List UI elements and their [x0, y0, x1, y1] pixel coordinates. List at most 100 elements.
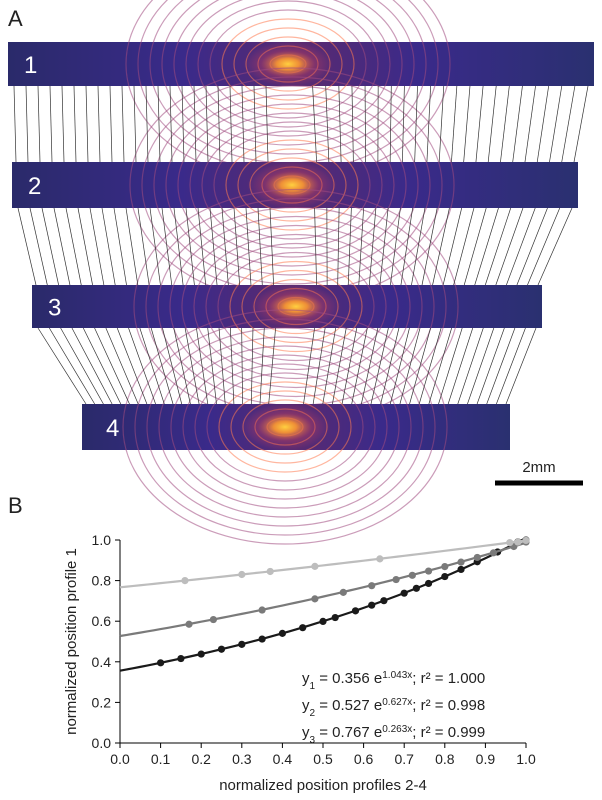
connector: [145, 85, 149, 163]
growth-ring: [161, 0, 415, 155]
equation-part: 0.767: [332, 724, 370, 741]
connector: [196, 327, 209, 405]
connector: [121, 85, 125, 163]
connector: [181, 85, 185, 163]
equation-part: y: [302, 670, 310, 687]
connector: [379, 207, 389, 286]
growth-ring: [217, 251, 375, 362]
connector: [53, 207, 71, 286]
data-point: [412, 584, 420, 592]
data-point: [400, 589, 408, 597]
connector: [173, 327, 191, 405]
growth-ring: [165, 94, 419, 276]
connector: [474, 207, 499, 286]
growth-ring: [197, 0, 379, 128]
connector: [338, 85, 342, 163]
connector: [447, 327, 474, 405]
x-tick-label: 0.2: [191, 751, 211, 767]
growth-ring: [193, 233, 399, 380]
connector: [173, 207, 184, 286]
data-point: [311, 562, 319, 570]
equation-part: x: [407, 724, 412, 735]
profile-number: 1: [24, 52, 37, 79]
connector: [428, 327, 452, 405]
data-point: [181, 577, 189, 585]
growth-ring: [225, 139, 359, 231]
connector: [253, 85, 257, 163]
connector: [380, 327, 400, 405]
connector: [161, 207, 173, 286]
connector: [457, 327, 484, 405]
data-point: [473, 553, 481, 562]
connector: [94, 327, 130, 405]
connector: [197, 207, 207, 286]
y-axis-title: normalized position profile 1: [63, 548, 80, 735]
equation-part: 1: [310, 681, 316, 692]
y-tick-label: 0.0: [92, 735, 112, 751]
connector: [193, 85, 197, 163]
connector: [368, 207, 377, 286]
connector: [414, 85, 418, 163]
connector: [475, 85, 484, 163]
scale-label: 2mm: [522, 459, 555, 476]
data-point: [392, 575, 400, 584]
connector: [229, 85, 233, 163]
data-point: [489, 549, 498, 557]
fit-curve: [119, 536, 527, 672]
connector: [389, 85, 392, 163]
profile-number: 4: [106, 415, 119, 442]
equation-part: 0.527: [332, 697, 370, 714]
equation-part: 0.263: [382, 724, 407, 735]
growth-ring: [182, 354, 388, 500]
connector: [500, 85, 510, 163]
data-point: [197, 650, 205, 658]
connector: [268, 327, 276, 405]
connector: [506, 207, 536, 286]
connector: [257, 207, 263, 286]
connector: [60, 327, 104, 405]
data-point: [331, 613, 339, 622]
connector: [332, 327, 347, 405]
connector: [516, 207, 548, 286]
connector: [358, 207, 364, 286]
connector: [245, 207, 252, 286]
growth-ring: [153, 85, 431, 285]
x-tick-label: 0.1: [151, 751, 171, 767]
connector: [61, 85, 65, 163]
equation-part: ; r² =: [412, 697, 447, 714]
equation-part: e: [370, 670, 383, 687]
equation-part: 1.000: [448, 670, 486, 687]
growth-ring: [181, 224, 411, 389]
data-point: [217, 645, 226, 653]
growth-ring: [173, 0, 403, 146]
x-tick-label: 0.3: [232, 751, 252, 767]
data-point: [238, 570, 246, 579]
data-point: [408, 571, 416, 579]
connector: [125, 207, 139, 286]
connector: [322, 327, 337, 405]
data-point: [376, 555, 384, 563]
connector: [364, 85, 366, 163]
connector: [487, 85, 497, 163]
data-point: [380, 597, 388, 605]
connector: [250, 327, 254, 405]
growth-ring: [233, 27, 343, 101]
growth-ring: [218, 381, 352, 473]
x-tick-label: 0.5: [313, 751, 333, 767]
growth-ring: [201, 121, 383, 249]
connector: [512, 85, 523, 163]
connector: [438, 327, 463, 405]
connector: [451, 85, 458, 163]
connector: [418, 327, 442, 405]
connector: [312, 327, 326, 405]
data-point: [311, 595, 319, 603]
growth-ring: [229, 260, 363, 353]
data-point: [457, 565, 465, 574]
connector: [269, 207, 274, 286]
connector: [97, 85, 101, 163]
y-tick-label: 0.4: [92, 654, 112, 670]
connector: [463, 85, 471, 163]
panel-label: B: [8, 493, 23, 518]
connector: [325, 85, 330, 163]
